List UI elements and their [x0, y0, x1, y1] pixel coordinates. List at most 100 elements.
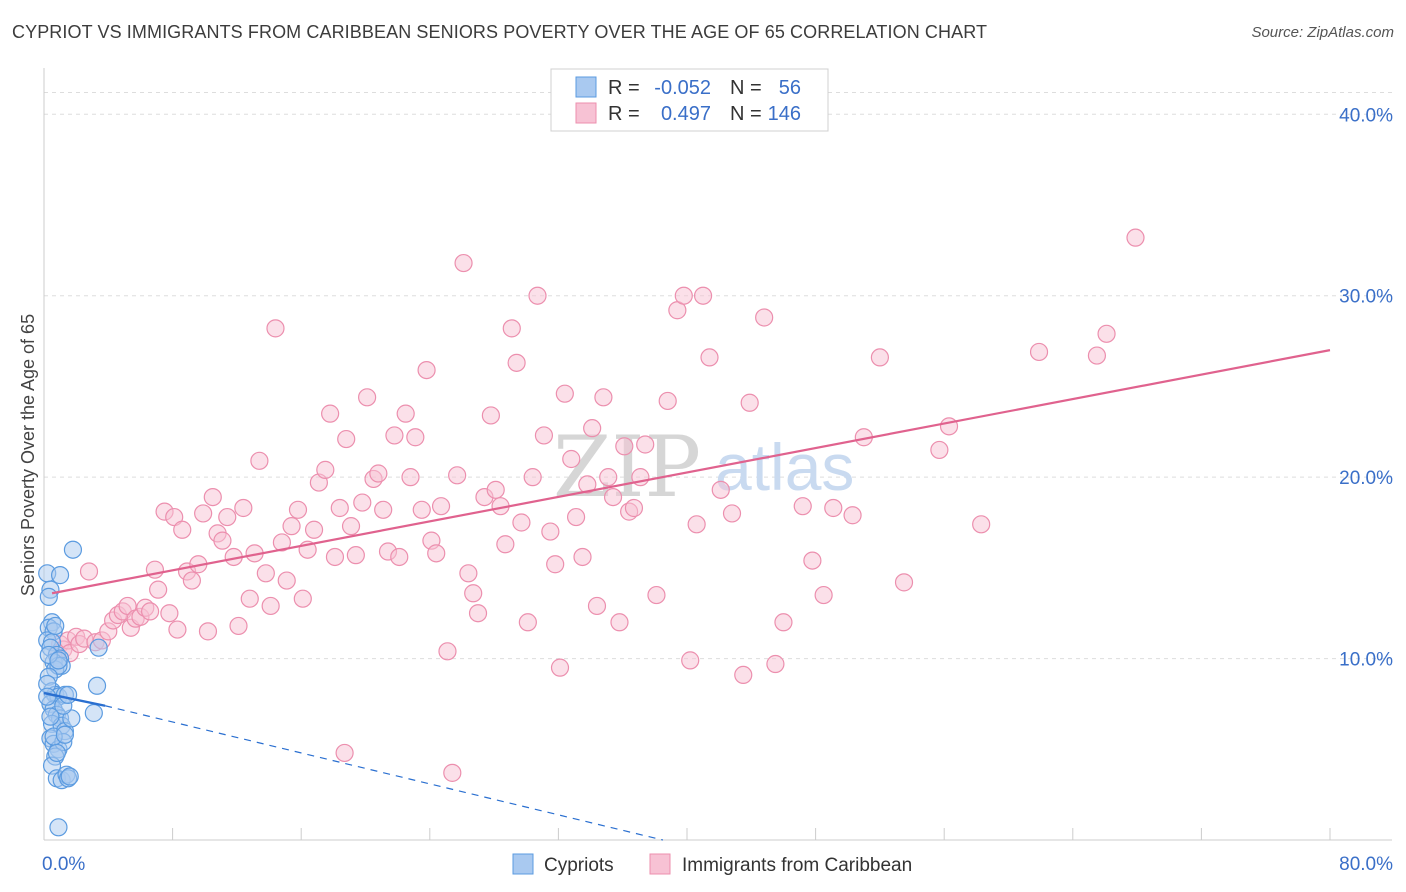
cypriot-point-41: [89, 638, 108, 657]
chart-title: CYPRIOT VS IMMIGRANTS FROM CARIBBEAN SEN…: [12, 22, 988, 42]
caribbean-point-81: [459, 564, 478, 583]
caribbean-point-47: [277, 571, 296, 590]
caribbean-point-42: [250, 451, 269, 470]
cypriot-point-2: [39, 587, 58, 606]
caribbean-point-89: [502, 319, 521, 338]
legend-n-value-1: 56: [779, 77, 801, 99]
caribbean-point-102: [573, 547, 592, 567]
caribbean-point-140: [972, 515, 991, 534]
correlation-legend: R = -0.052 N = 56 R = 0.497 N = 146: [550, 68, 829, 132]
caribbean-point-27: [173, 520, 192, 539]
caribbean-point-106: [594, 388, 613, 407]
caribbean-point-121: [693, 286, 713, 305]
caribbean-point-88: [496, 535, 515, 554]
bottom-swatch-caribbean: [649, 853, 671, 875]
caribbean-point-72: [412, 500, 431, 519]
caribbean-point-36: [218, 507, 237, 527]
caribbean-point-93: [523, 468, 542, 487]
y-tick-label-3: 40.0%: [1339, 105, 1393, 126]
y-tick-label-1: 20.0%: [1339, 468, 1393, 489]
caribbean-point-136: [870, 348, 890, 367]
caribbean-point-62: [358, 388, 377, 407]
caribbean-point-143: [1097, 324, 1116, 343]
caribbean-point-48: [282, 517, 301, 536]
caribbean-point-94: [528, 286, 547, 305]
caribbean-point-35: [213, 531, 232, 550]
caribbean-point-132: [814, 585, 833, 605]
caribbean-point-33: [203, 488, 222, 507]
caribbean-point-39: [234, 498, 253, 518]
caribbean-point-55: [321, 404, 340, 423]
caribbean-point-109: [610, 613, 629, 632]
caribbean-point-71: [406, 428, 425, 447]
caribbean-point-131: [803, 551, 822, 570]
legend-n-label-1: N =: [730, 77, 762, 99]
caribbean-point-108: [603, 488, 623, 507]
y-axis-label: Seniors Poverty Over the Age of 65: [18, 314, 38, 596]
watermark-zip: ZIP: [553, 418, 701, 516]
caribbean-point-56: [325, 547, 345, 567]
caribbean-point-99: [555, 384, 574, 403]
caribbean-trend-line: [51, 349, 1331, 595]
legend-r-label-2: R =: [608, 103, 640, 125]
cypriot-point-50: [41, 707, 60, 726]
caribbean-point-123: [711, 480, 730, 499]
caribbean-point-96: [541, 522, 560, 541]
caribbean-point-77: [438, 642, 457, 661]
caribbean-point-67: [385, 426, 404, 445]
x-tick-label-0: 0.0%: [42, 854, 85, 875]
legend-swatch-cypriots: [575, 76, 597, 98]
caribbean-point-124: [722, 504, 742, 523]
caribbean-point-29: [182, 571, 201, 590]
caribbean-point-107: [599, 468, 618, 487]
caribbean-point-82: [464, 584, 483, 603]
y-tick-label-2: 30.0%: [1339, 287, 1393, 308]
caribbean-point-125: [734, 665, 753, 685]
caribbean-point-122: [700, 348, 719, 367]
caribbean-point-22: [149, 580, 168, 599]
caribbean-point-8: [79, 562, 99, 581]
bottom-swatch-cypriots: [512, 853, 534, 875]
caribbean-point-103: [578, 475, 597, 494]
legend-r-label-1: R =: [608, 77, 640, 99]
caribbean-point-115: [647, 585, 666, 605]
cypriot-point-37: [60, 767, 79, 786]
trend-lines: [43, 349, 1331, 841]
grid-lines: [44, 92, 1392, 660]
caribbean-point-85: [481, 406, 500, 425]
caribbean-point-110: [615, 437, 634, 456]
caribbean-point-44: [261, 596, 280, 616]
caribbean-point-64: [369, 464, 388, 483]
caribbean-point-26: [168, 620, 187, 639]
caribbean-point-95: [534, 426, 554, 445]
caribbean-point-101: [566, 507, 586, 527]
caribbean-point-54: [316, 460, 335, 479]
caribbean-point-40: [240, 589, 259, 608]
bottom-legend-caribbean: Immigrants from Caribbean: [682, 855, 912, 876]
caribbean-point-49: [288, 500, 308, 519]
source-credit: Source: ZipAtlas.com: [1251, 24, 1394, 41]
caribbean-point-127: [755, 308, 774, 327]
cypriot-point-40: [50, 566, 70, 585]
cypriot-point-53: [55, 725, 74, 744]
caribbean-point-86: [486, 480, 505, 499]
caribbean-point-133: [824, 498, 843, 518]
caribbean-point-78: [443, 763, 462, 782]
caribbean-point-31: [194, 504, 213, 523]
cypriot-trend-line-solid: [43, 691, 106, 707]
cypriot-point-38: [49, 818, 68, 837]
caribbean-point-104: [583, 419, 602, 438]
caribbean-point-75: [427, 544, 446, 563]
caribbean-point-98: [550, 658, 570, 677]
caribbean-point-105: [587, 596, 607, 616]
x-tick-labels: 0.0% 80.0%: [42, 854, 1393, 875]
caribbean-point-32: [198, 622, 218, 641]
caribbean-point-114: [636, 435, 655, 454]
caribbean-point-126: [740, 393, 759, 412]
caribbean-point-80: [454, 253, 473, 273]
caribbean-point-134: [843, 506, 862, 525]
caribbean-point-20: [140, 602, 160, 621]
legend-swatch-caribbean: [575, 102, 597, 124]
caribbean-point-119: [681, 651, 700, 670]
cypriot-point-51: [59, 685, 78, 704]
